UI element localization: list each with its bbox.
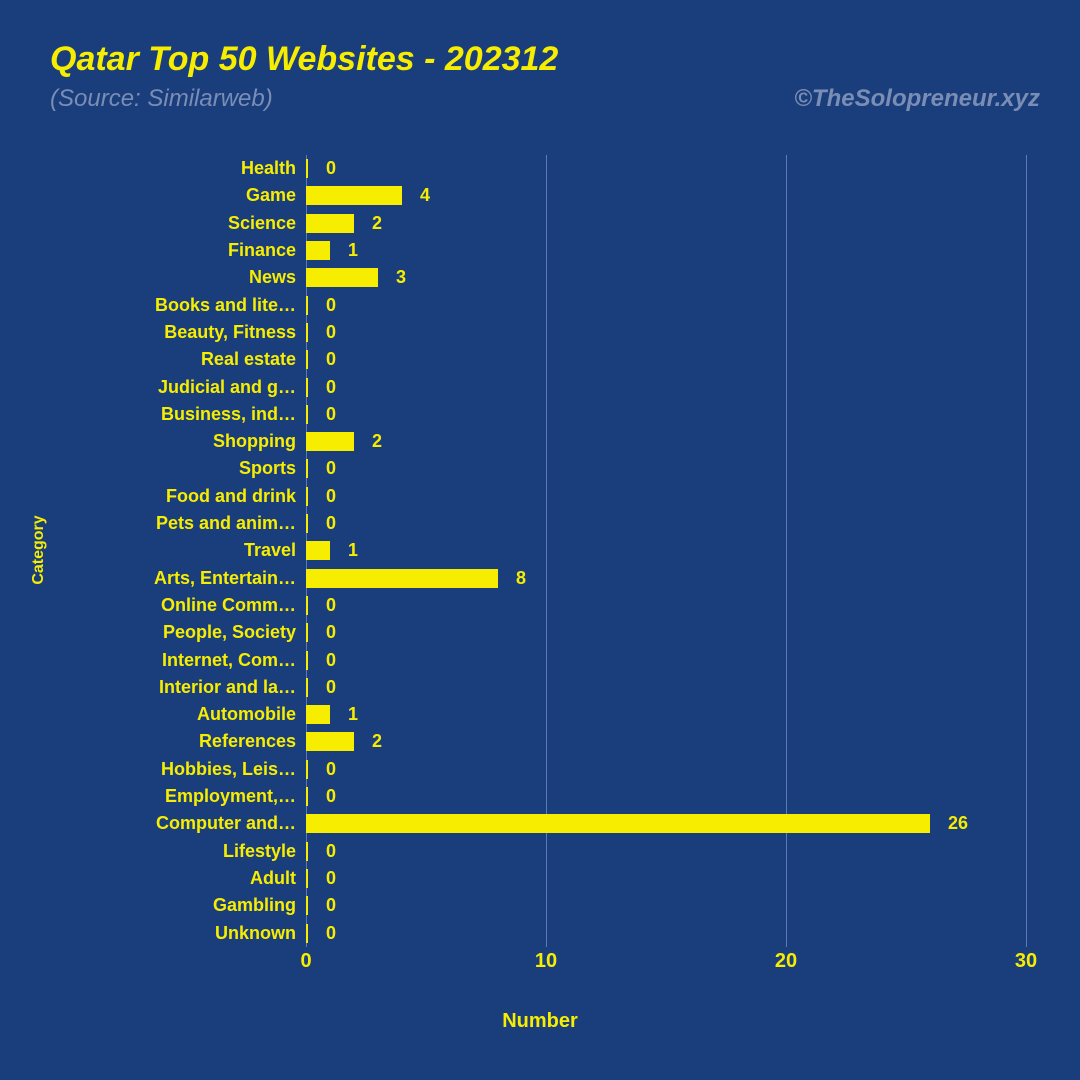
category-label: Employment,…	[76, 786, 296, 807]
value-label: 0	[326, 295, 336, 316]
gridline	[1026, 155, 1027, 947]
category-label: Books and lite…	[76, 295, 296, 316]
bar	[306, 323, 308, 342]
x-tick-label: 0	[300, 950, 311, 973]
value-label: 0	[326, 841, 336, 862]
value-label: 0	[326, 895, 336, 916]
value-label: 2	[372, 213, 382, 234]
category-label: Hobbies, Leis…	[76, 759, 296, 780]
category-label: Arts, Entertain…	[76, 568, 296, 589]
bar	[306, 159, 308, 178]
value-label: 1	[348, 704, 358, 725]
value-label: 0	[326, 404, 336, 425]
category-label: Computer and…	[76, 813, 296, 834]
x-tick-label: 10	[535, 950, 557, 973]
value-label: 0	[326, 595, 336, 616]
bar	[306, 296, 308, 315]
value-label: 0	[326, 458, 336, 479]
category-label: Adult	[76, 868, 296, 889]
category-label: Beauty, Fitness	[76, 322, 296, 343]
value-label: 1	[348, 240, 358, 261]
value-label: 1	[348, 540, 358, 561]
value-label: 4	[420, 185, 430, 206]
bar	[306, 896, 308, 915]
chart-subtitle: (Source: Similarweb)	[50, 85, 273, 113]
value-label: 0	[326, 349, 336, 370]
bar	[306, 623, 308, 642]
value-label: 0	[326, 513, 336, 534]
bar	[306, 678, 308, 697]
bar	[306, 459, 308, 478]
value-label: 0	[326, 622, 336, 643]
bar	[306, 378, 308, 397]
category-label: Travel	[76, 540, 296, 561]
category-label: News	[76, 267, 296, 288]
bar	[306, 541, 330, 560]
bar	[306, 241, 330, 260]
category-label: Real estate	[76, 349, 296, 370]
bar	[306, 186, 402, 205]
category-label: Unknown	[76, 923, 296, 944]
category-label: Sports	[76, 458, 296, 479]
category-label: Business, ind…	[76, 404, 296, 425]
bar	[306, 432, 354, 451]
value-label: 8	[516, 568, 526, 589]
x-tick-label: 20	[775, 950, 797, 973]
chart-credit: ©TheSolopreneur.xyz	[794, 85, 1040, 113]
category-label: Pets and anim…	[76, 513, 296, 534]
category-label: Online Comm…	[76, 595, 296, 616]
value-label: 0	[326, 868, 336, 889]
value-label: 2	[372, 731, 382, 752]
value-label: 2	[372, 431, 382, 452]
bar	[306, 514, 308, 533]
value-label: 0	[326, 786, 336, 807]
value-label: 0	[326, 377, 336, 398]
bar	[306, 268, 378, 287]
category-label: Health	[76, 158, 296, 179]
bar	[306, 814, 930, 833]
category-label: Lifestyle	[76, 841, 296, 862]
bar	[306, 924, 308, 943]
category-label: Interior and la…	[76, 677, 296, 698]
plot-area: 042130000020001800001200260000	[306, 155, 1026, 947]
category-label: Food and drink	[76, 486, 296, 507]
bar	[306, 214, 354, 233]
value-label: 0	[326, 923, 336, 944]
category-label: Judicial and g…	[76, 377, 296, 398]
category-label: Science	[76, 213, 296, 234]
y-axis-label: Category	[30, 515, 48, 584]
bar	[306, 787, 308, 806]
value-label: 0	[326, 759, 336, 780]
value-label: 26	[948, 813, 968, 834]
bar	[306, 405, 308, 424]
bar	[306, 869, 308, 888]
category-label: Shopping	[76, 431, 296, 452]
chart-title: Qatar Top 50 Websites - 202312	[50, 40, 558, 79]
bar	[306, 732, 354, 751]
value-label: 0	[326, 486, 336, 507]
bar	[306, 487, 308, 506]
category-label: Gambling	[76, 895, 296, 916]
category-label: Game	[76, 185, 296, 206]
category-label: Finance	[76, 240, 296, 261]
x-tick-label: 30	[1015, 950, 1037, 973]
value-label: 0	[326, 677, 336, 698]
bar	[306, 760, 308, 779]
bar	[306, 350, 308, 369]
bar	[306, 569, 498, 588]
category-label: References	[76, 731, 296, 752]
category-label: Internet, Com…	[76, 650, 296, 671]
bar	[306, 596, 308, 615]
bar	[306, 842, 308, 861]
value-label: 0	[326, 322, 336, 343]
value-label: 3	[396, 267, 406, 288]
value-label: 0	[326, 650, 336, 671]
category-label: Automobile	[76, 704, 296, 725]
x-axis-label: Number	[0, 1010, 1080, 1033]
category-label: People, Society	[76, 622, 296, 643]
bar	[306, 651, 308, 670]
bar	[306, 705, 330, 724]
value-label: 0	[326, 158, 336, 179]
